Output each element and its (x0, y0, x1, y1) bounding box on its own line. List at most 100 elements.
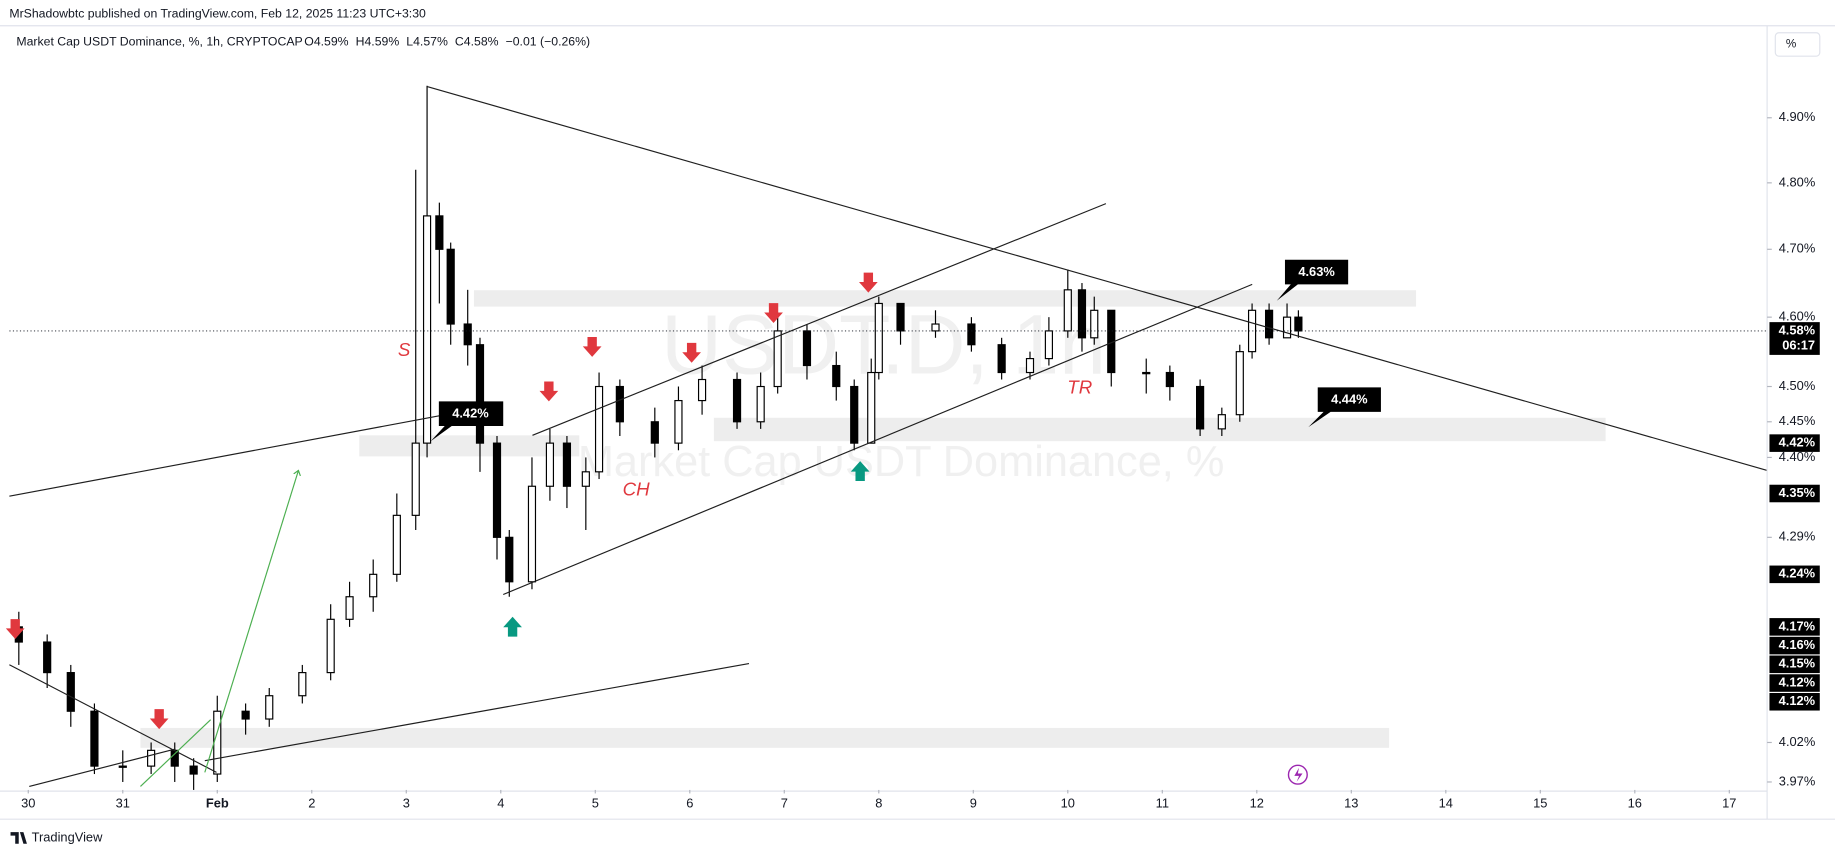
candle-body (118, 765, 127, 768)
price-marker (1769, 636, 1820, 655)
callout-box (1276, 259, 1349, 301)
price-marker-label: 4.58% (1779, 322, 1816, 337)
candle-body (1247, 309, 1257, 353)
callout-box (1308, 387, 1381, 428)
price-marker (1769, 434, 1820, 452)
candle-body (832, 364, 841, 388)
x-tick-label: 6 (686, 795, 693, 810)
x-tick-label: 12 (1250, 795, 1264, 810)
brand-name: TradingView (32, 829, 103, 844)
y-tick-label: 4.29% (1779, 529, 1815, 544)
candle-body (345, 596, 354, 620)
candle-body (732, 378, 742, 423)
candle-body (435, 215, 444, 250)
price-marker-label: 4.24% (1779, 566, 1816, 581)
x-tick-label: 3 (403, 795, 410, 810)
projection-arrow (204, 470, 299, 773)
x-tick-label: 30 (21, 795, 35, 810)
x-tick-label: 31 (116, 795, 130, 810)
price-marker (1769, 565, 1820, 584)
callout-label: 4.42% (452, 406, 489, 421)
candle-body (265, 695, 274, 720)
callout-label: 4.63% (1298, 264, 1335, 279)
candle-body (422, 215, 432, 444)
x-tick-label: 2 (308, 795, 315, 810)
down-arrow (582, 337, 602, 357)
candle-body (43, 641, 52, 674)
legend-stat: C4.58% (455, 34, 499, 48)
candle-body (392, 514, 401, 575)
candle-body (650, 421, 659, 444)
down-arrow (539, 381, 559, 402)
callout: 4.44% (1308, 387, 1381, 428)
price-marker-label: 4.42% (1779, 435, 1816, 450)
candle-body (1264, 309, 1274, 339)
candle-body (189, 765, 198, 775)
candle-body (411, 442, 420, 516)
legend-stat: L4.57% (406, 34, 448, 48)
down-arrow (764, 303, 783, 323)
candle-body (1063, 289, 1072, 332)
x-tick-label: 10 (1061, 795, 1075, 810)
y-tick-label: 4.60% (1779, 309, 1815, 324)
candle-body (874, 302, 883, 374)
price-marker (1769, 655, 1820, 674)
candle-body (896, 302, 905, 332)
down-arrow (5, 619, 25, 639)
candle-body (1044, 330, 1053, 360)
candle-body (1282, 316, 1292, 339)
x-tick-label: 9 (970, 795, 977, 810)
zone (140, 727, 1390, 748)
price-marker-label: 4.17% (1779, 618, 1816, 633)
candle-body (527, 485, 537, 583)
legend-title: Market Cap USDT Dominance, %, 1h, CRYPTO… (16, 34, 302, 48)
buy-arrows (503, 461, 870, 637)
down-arrow (149, 709, 169, 730)
candle-body (615, 385, 624, 423)
price-marker (1769, 618, 1820, 636)
candle-body (1077, 289, 1087, 339)
callout: 4.42% (430, 401, 504, 442)
candle-body (241, 710, 250, 720)
trend-line (204, 662, 750, 762)
event-icon[interactable] (1287, 764, 1308, 785)
annotation: S (398, 339, 411, 360)
trend-line (9, 411, 461, 497)
legend-stat: H4.59% (356, 34, 400, 48)
trend-line (29, 748, 176, 787)
price-marker-label: 4.35% (1779, 485, 1816, 500)
candle-body (1196, 385, 1205, 430)
y-tick-label: 4.90% (1779, 109, 1815, 124)
candle-body (1142, 371, 1151, 375)
price-marker (1769, 674, 1820, 692)
candle-body (545, 442, 555, 487)
candle-body (997, 344, 1006, 374)
candle-body (562, 442, 572, 487)
y-tick-label: 4.50% (1779, 378, 1815, 393)
brand-logo (10, 832, 27, 844)
zone (713, 417, 1606, 442)
legend-stat: −0.01 (−0.26%) (506, 34, 591, 48)
callout-box (430, 401, 504, 442)
annotation: TR (1067, 376, 1092, 397)
candle-body (867, 371, 876, 444)
legend: Market Cap USDT Dominance, %, 1h, CRYPTO… (16, 34, 590, 48)
scale-button[interactable] (1774, 32, 1821, 57)
x-tick-label: 16 (1628, 795, 1642, 810)
annotation: CH (623, 478, 651, 499)
candle-body (298, 672, 307, 697)
candle-body (1165, 371, 1174, 388)
x-tick-label: 5 (592, 795, 599, 810)
y-tick-label: 4.40% (1779, 449, 1815, 464)
candle-body (931, 323, 940, 332)
up-arrow (850, 461, 870, 481)
y-tick-label: 4.02% (1779, 734, 1815, 749)
candle-body (1025, 358, 1035, 374)
scale-button-label[interactable]: % (1786, 38, 1796, 51)
event-icon-bolt (1294, 767, 1303, 782)
candle-body (850, 385, 859, 444)
price-marker (1769, 484, 1820, 503)
up-arrow (503, 616, 522, 637)
